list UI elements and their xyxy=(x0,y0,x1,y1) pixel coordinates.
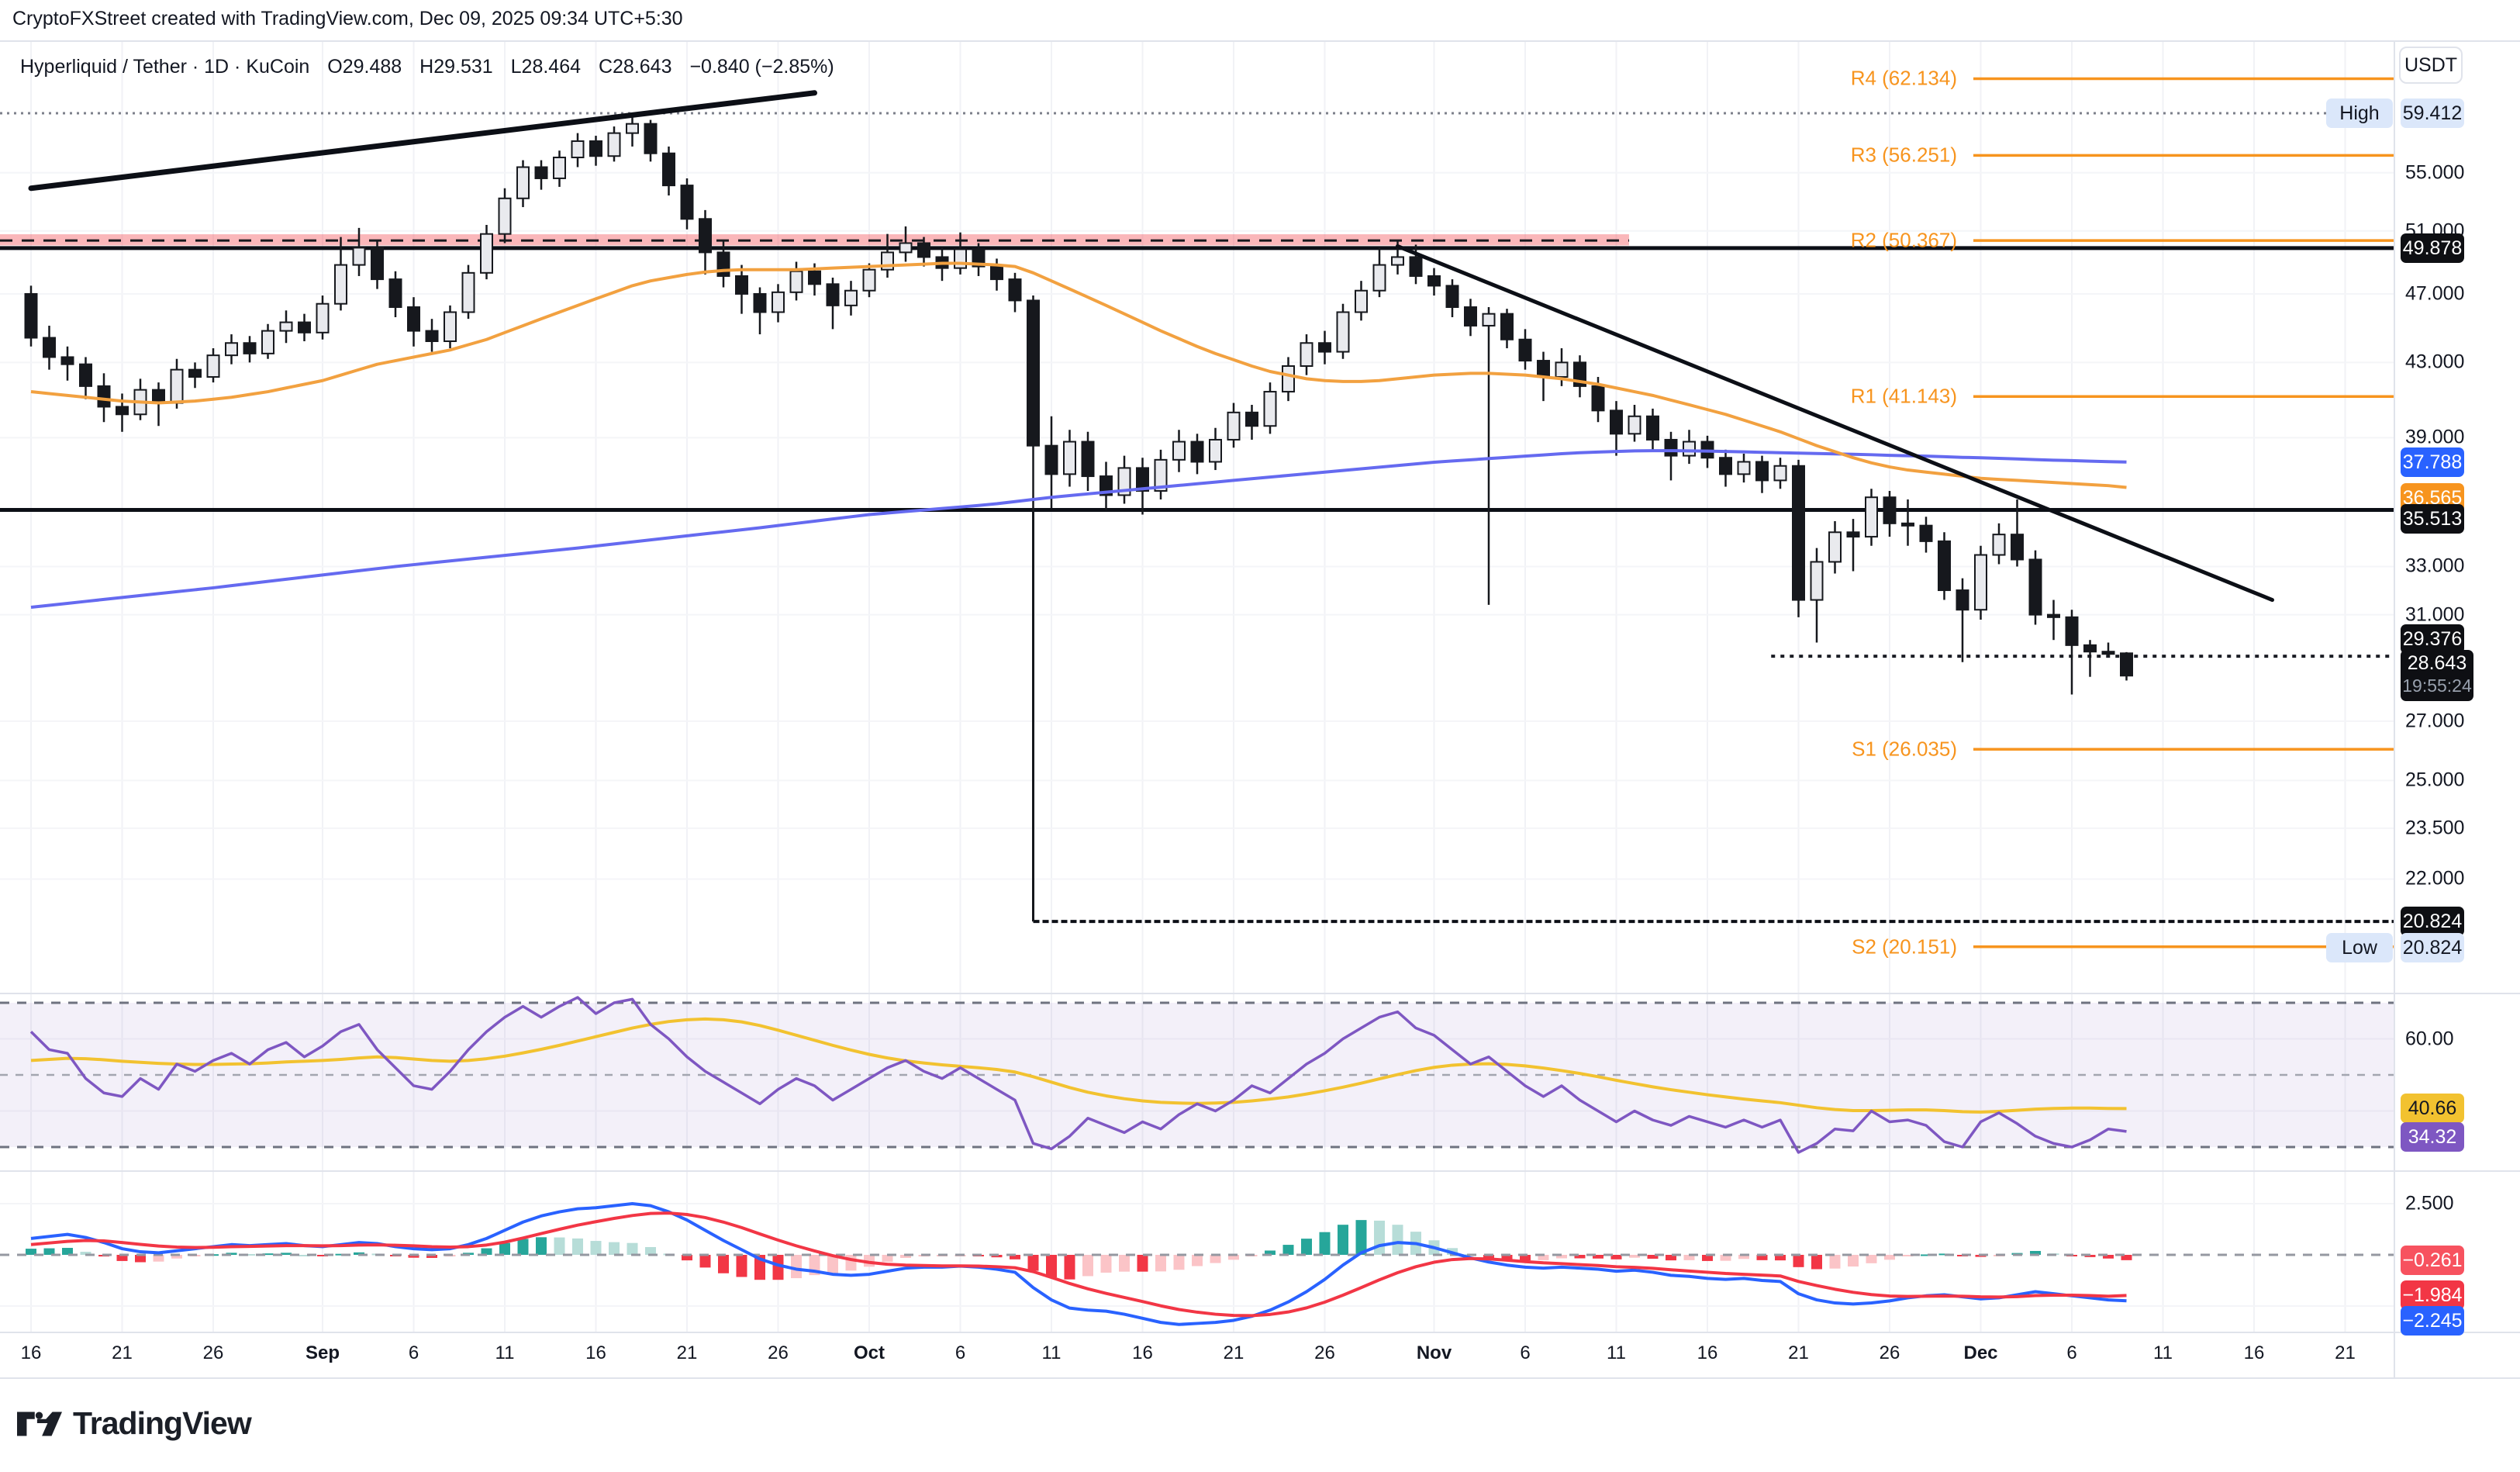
time-axis-label[interactable]: 6 xyxy=(408,1342,419,1363)
time-axis-label[interactable]: 11 xyxy=(2153,1342,2173,1363)
time-axis-label[interactable]: 21 xyxy=(2335,1342,2356,1363)
time-axis-label[interactable]: Dec xyxy=(1963,1342,1998,1363)
macd-signal-badge: −1.984 xyxy=(2401,1280,2464,1311)
time-axis-label[interactable]: Sep xyxy=(305,1342,340,1363)
price-axis-label: 47.000 xyxy=(2405,282,2465,305)
price-axis-label: 33.000 xyxy=(2405,555,2465,577)
pivot-label-r4: R4 (62.134) xyxy=(1850,66,1957,90)
time-axis-label[interactable]: 16 xyxy=(20,1342,42,1363)
legend-high: H29.531 xyxy=(419,56,493,78)
time-axis-label[interactable]: 11 xyxy=(1607,1342,1626,1363)
legend-close: C28.643 xyxy=(598,56,672,78)
high-price-badge: 59.412 xyxy=(2401,98,2464,128)
pivot-label-r3: R3 (56.251) xyxy=(1850,143,1957,167)
rsi-ma-badge: 40.66 xyxy=(2401,1094,2464,1124)
attribution-text: CryptoFXStreet created with TradingView.… xyxy=(12,8,683,29)
price-axis-label: 55.000 xyxy=(2405,161,2465,184)
macd-line-badge: −2.245 xyxy=(2401,1306,2464,1336)
symbol-title: Hyperliquid / Tether · 1D · KuCoin xyxy=(20,56,310,78)
time-axis-label[interactable]: 6 xyxy=(2066,1342,2077,1363)
macd-grid-label: 2.500 xyxy=(2405,1192,2454,1215)
pivot-label-r1: R1 (41.143) xyxy=(1850,384,1957,408)
last-price-badge: 28.643 19:55:24 xyxy=(2401,650,2473,702)
legend-open: O29.488 xyxy=(327,56,402,78)
currency-button[interactable]: USDT xyxy=(2399,47,2463,84)
price-axis-label: 31.000 xyxy=(2405,603,2465,626)
rsi-badge: 34.32 xyxy=(2401,1121,2464,1152)
price-axis-label: 27.000 xyxy=(2405,710,2465,732)
high-price-badge-prefix: High xyxy=(2326,98,2393,128)
time-axis-label[interactable]: 21 xyxy=(1788,1342,1809,1363)
rsi-grid-label: 60.00 xyxy=(2405,1028,2454,1049)
time-axis-label[interactable]: 26 xyxy=(1314,1342,1335,1363)
time-axis-label[interactable]: 11 xyxy=(1041,1342,1062,1363)
level-35513-badge: 35.513 xyxy=(2401,503,2464,534)
pivot-label-s1: S1 (26.035) xyxy=(1852,737,1957,761)
time-axis-label[interactable]: 21 xyxy=(1223,1342,1244,1363)
price-axis-label: 25.000 xyxy=(2405,769,2465,791)
tradingview-logo-text: TradingView xyxy=(73,1405,252,1441)
price-axis-label: 23.500 xyxy=(2405,817,2465,839)
time-axis-label[interactable]: 26 xyxy=(768,1342,789,1363)
tradingview-logo-icon xyxy=(17,1411,62,1436)
low-price-badge: 20.824 xyxy=(2401,933,2464,963)
pivot-label-s2: S2 (20.151) xyxy=(1852,935,1957,959)
time-axis-label[interactable]: 21 xyxy=(676,1342,698,1363)
time-axis-label[interactable]: 16 xyxy=(1697,1342,1718,1363)
time-axis-label[interactable]: 6 xyxy=(1520,1342,1531,1363)
legend-low: L28.464 xyxy=(510,56,582,78)
time-axis-label[interactable]: Nov xyxy=(1416,1342,1452,1363)
legend-change: −0.840 (−2.85%) xyxy=(689,56,834,78)
level-49878-badge: 49.878 xyxy=(2401,233,2464,263)
price-axis-label: 39.000 xyxy=(2405,426,2465,448)
low-price-badge-prefix: Low xyxy=(2326,933,2393,963)
time-axis-label[interactable]: 26 xyxy=(202,1342,224,1363)
tradingview-logo[interactable]: TradingView xyxy=(17,1405,252,1442)
time-axis-label[interactable]: Oct xyxy=(853,1342,885,1363)
macd-hist-badge: −0.261 xyxy=(2401,1245,2464,1275)
time-axis-label[interactable]: 26 xyxy=(1879,1342,1900,1363)
time-axis-label[interactable]: 16 xyxy=(2243,1342,2265,1363)
level-29376-badge: 29.376 xyxy=(2401,624,2464,655)
price-axis-label: 43.000 xyxy=(2405,351,2465,373)
time-axis-label[interactable]: 6 xyxy=(954,1342,966,1363)
ma-blue-badge: 37.788 xyxy=(2401,447,2464,477)
time-axis-label[interactable]: 16 xyxy=(1132,1342,1153,1363)
time-axis-label[interactable]: 11 xyxy=(495,1342,515,1363)
chart-legend[interactable]: Hyperliquid / Tether · 1D · KuCoin O29.4… xyxy=(20,56,847,78)
time-axis-label[interactable]: 16 xyxy=(585,1342,606,1363)
time-axis-label[interactable]: 21 xyxy=(112,1342,133,1363)
price-axis-label: 22.000 xyxy=(2405,867,2465,890)
pivot-label-r2: R2 (50.367) xyxy=(1850,228,1957,252)
level-20824-badge: 20.824 xyxy=(2401,907,2464,937)
